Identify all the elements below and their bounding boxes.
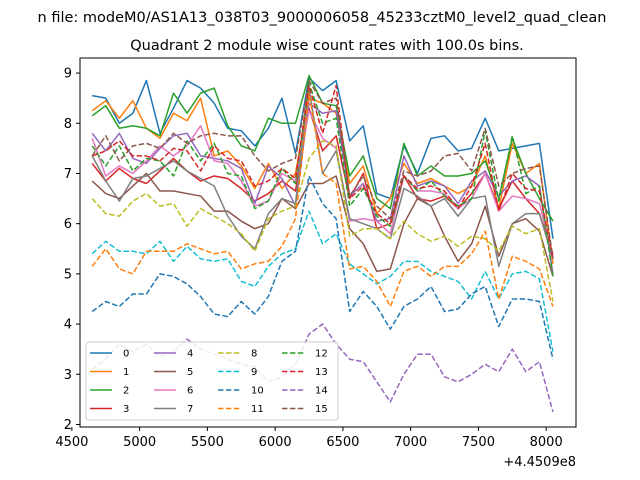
legend-frame [85, 341, 339, 421]
series-line-15 [91, 79, 554, 259]
x-tick-label: 7500 [462, 435, 495, 450]
legend-label-12: 12 [315, 349, 328, 360]
figure-suptitle: n file: modeM0/AS1A13_038T03_9000006058_… [38, 10, 607, 26]
legend-label-8: 8 [251, 349, 257, 360]
legend-label-0: 0 [123, 349, 129, 360]
x-tick-label: 8000 [530, 435, 563, 450]
y-tick-label: 3 [64, 368, 72, 383]
legend-label-14: 14 [315, 386, 328, 397]
legend-label-9: 9 [251, 367, 257, 378]
series-line-9 [91, 210, 554, 352]
series-line-12 [91, 82, 554, 277]
series-line-7 [91, 87, 554, 268]
series-line-5 [91, 172, 554, 277]
y-tick-label: 7 [64, 167, 72, 182]
y-tick-label: 9 [64, 67, 72, 82]
x-tick-label: 4500 [55, 435, 88, 450]
x-tick-label: 6500 [326, 435, 359, 450]
chart-title: Quadrant 2 module wise count rates with … [130, 38, 524, 54]
plot-area: 4500 5000 5500 6000 6500 7000 7500 8000 2 3 4 5 6 7 8… [55, 57, 577, 470]
x-tick-label: 5000 [123, 435, 156, 450]
x-tick-label: 7000 [394, 435, 427, 450]
axes-frame [79, 57, 577, 428]
y-tick-label: 2 [64, 418, 72, 433]
x-tick-label: 6000 [259, 435, 292, 450]
y-axis: 2 3 4 5 6 7 8 9 [64, 67, 80, 433]
legend-label-10: 10 [251, 386, 264, 397]
legend-label-5: 5 [187, 367, 193, 378]
legend-label-11: 11 [251, 404, 264, 415]
legend-label-2: 2 [123, 386, 129, 397]
series-line-10 [91, 175, 554, 360]
series-line-8 [91, 140, 554, 302]
y-tick-label: 6 [64, 217, 72, 232]
y-tick-label: 4 [64, 318, 72, 333]
legend-label-6: 6 [187, 386, 193, 397]
series-line-0 [92, 77, 554, 239]
series-line-13 [91, 84, 554, 259]
legend-label-1: 1 [123, 367, 129, 378]
y-tick-label: 8 [64, 117, 72, 132]
legend-label-7: 7 [187, 404, 193, 415]
x-tick-label: 5500 [191, 435, 224, 450]
legend-label-15: 15 [315, 404, 328, 415]
x-axis: 4500 5000 5500 6000 6500 7000 7500 8000 [55, 427, 563, 450]
legend-label-4: 4 [187, 349, 193, 360]
legend-label-13: 13 [315, 367, 328, 378]
x-offset-label: +4.4509e8 [503, 455, 576, 470]
y-tick-label: 5 [64, 267, 72, 282]
legend-label-3: 3 [123, 404, 129, 415]
series-layer [91, 74, 554, 413]
